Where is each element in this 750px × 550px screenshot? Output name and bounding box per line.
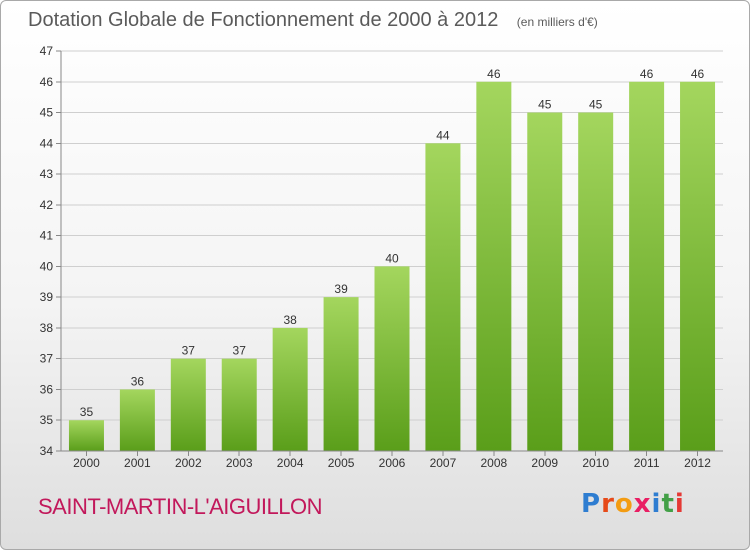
y-tick-label: 44 [40,136,54,150]
bar [272,327,308,451]
bar [527,112,563,452]
bar [476,81,512,452]
y-tick-label: 37 [40,352,54,366]
bar [680,81,716,452]
value-labels: 35 36 37 37 38 39 40 44 46 45 45 46 46 [80,67,705,419]
bar-value-label: 37 [233,344,247,358]
x-tick-label: 2000 [73,456,100,470]
bar [578,112,614,452]
y-tick-label: 41 [40,229,54,243]
logo-letter: r [601,489,615,519]
y-tick-label: 47 [40,44,54,58]
y-axis-ticks: 34 35 36 37 38 39 40 41 42 43 44 45 46 47 [40,44,723,458]
bar-value-label: 45 [589,98,603,112]
bar [221,358,257,451]
bar-value-label: 46 [691,67,705,81]
y-tick-label: 45 [40,106,54,120]
chart-unit: (en milliers d'€) [516,15,598,29]
logo-letter: i [674,489,685,519]
x-tick-label: 2004 [277,456,304,470]
title-line: Dotation Globale de Fonctionnement de 20… [28,9,598,32]
bar [374,266,410,451]
bar-value-label: 38 [283,313,297,327]
x-tick-label: 2007 [430,456,457,470]
logo-letter: i [651,489,662,519]
x-tick-label: 2003 [226,456,253,470]
x-tick-label: 2009 [531,456,558,470]
bar [323,297,359,451]
bar-value-label: 35 [80,405,94,419]
logo-letter: x [633,489,652,519]
bar [170,358,206,451]
chart-title: Dotation Globale de Fonctionnement de 20… [28,9,499,31]
logo-letter: t [661,489,675,519]
bar-value-label: 44 [436,128,450,142]
bar-value-label: 39 [334,282,348,296]
x-axis-ticks: 2000 2001 2002 2003 2004 2005 2006 2007 2008 2009… [73,451,711,470]
x-tick-label: 2008 [480,456,507,470]
x-tick-label: 2006 [379,456,406,470]
bar-value-label: 46 [487,67,501,81]
bar-value-label: 37 [182,344,196,358]
bar-value-label: 46 [640,67,654,81]
commune-name: SAINT-MARTIN-L'AIGUILLON [38,494,322,519]
bar-value-label: 40 [385,251,399,265]
x-tick-label: 2005 [328,456,355,470]
y-tick-label: 43 [40,167,54,181]
bar [629,81,665,452]
bars [68,81,716,452]
bar [425,143,461,452]
proxiti-logo[interactable]: Proxiti [581,489,685,519]
bar-value-label: 36 [131,374,145,388]
y-tick-label: 42 [40,198,54,212]
y-tick-label: 35 [40,413,54,427]
logo-letter: o [614,489,634,519]
logo-letter: P [581,489,602,519]
y-tick-label: 46 [40,75,54,89]
bar [119,389,155,451]
y-tick-label: 36 [40,382,54,396]
x-tick-label: 2012 [684,456,711,470]
x-tick-label: 2002 [175,456,202,470]
y-tick-label: 39 [40,290,54,304]
x-tick-label: 2001 [124,456,151,470]
y-tick-label: 34 [40,444,54,458]
bar-value-label: 45 [538,98,552,112]
bar [68,420,104,451]
y-tick-label: 40 [40,259,54,273]
x-tick-label: 2011 [634,456,660,470]
y-tick-label: 38 [40,321,54,335]
x-tick-label: 2010 [582,456,609,470]
